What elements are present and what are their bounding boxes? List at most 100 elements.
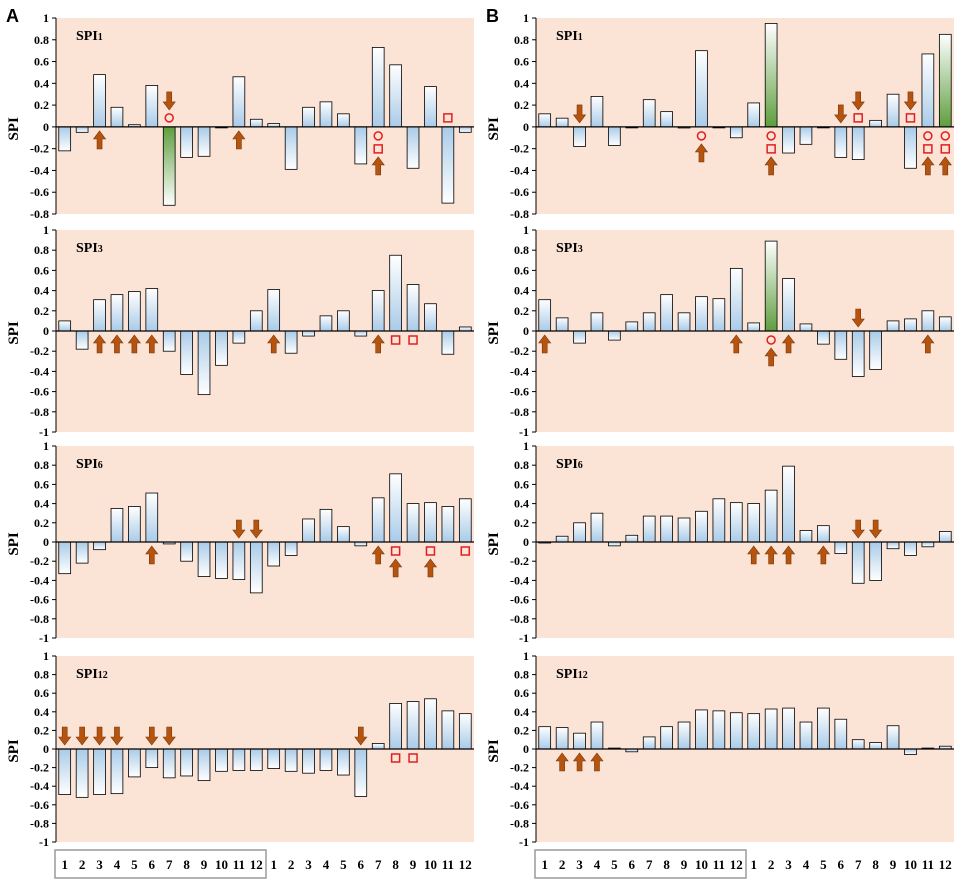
arrow-up-marker <box>127 334 141 354</box>
bar <box>764 489 778 543</box>
y-tick-label: 0.6 <box>514 55 529 69</box>
panel-title-subscript: 12 <box>578 670 588 681</box>
panel-b-spi6: 1 0.8 0.6 0.4 0.2 0 -0.2 -0.4 -0.6 -0.8 -1 SPI SPI6 <box>486 439 954 645</box>
y-tick-label: -0.8 <box>510 612 529 626</box>
y-tick-label: 0.6 <box>34 686 49 700</box>
bar <box>302 748 315 774</box>
panels: 10.80.60.40.20-0.2-0.4-0.6-0.8SPISPI110.… <box>6 11 954 849</box>
bar <box>58 541 72 575</box>
arrow-up-marker <box>921 156 935 176</box>
arrow-up-marker <box>764 545 778 565</box>
y-tick-label: -0.6 <box>30 798 49 812</box>
bar <box>904 318 917 332</box>
bar <box>782 465 795 543</box>
bar <box>782 707 795 750</box>
bar <box>354 126 368 165</box>
arrow-up-marker <box>110 334 124 354</box>
bar <box>267 541 281 567</box>
bar <box>869 330 882 370</box>
bar <box>110 294 124 332</box>
month-label: 4 <box>114 857 121 872</box>
y-tick-label: -0.8 <box>510 207 529 221</box>
bar <box>590 96 604 128</box>
y-tick-label: 0.2 <box>514 304 529 318</box>
y-tick-label: 0.8 <box>34 458 49 472</box>
column-label-b: B <box>486 6 499 26</box>
bar <box>747 503 761 543</box>
circle-marker <box>373 131 383 141</box>
y-tick-label: -0.6 <box>510 185 529 199</box>
y-tick-label: -1 <box>519 631 529 645</box>
month-label: 4 <box>323 857 330 872</box>
bar <box>695 510 708 543</box>
bar <box>747 713 761 750</box>
square-marker <box>443 113 453 123</box>
panel-background <box>56 18 474 214</box>
circle-marker <box>164 113 174 123</box>
bar <box>232 330 246 344</box>
month-label: 3 <box>305 857 312 872</box>
bar <box>337 526 350 543</box>
arrow-down-marker <box>851 308 865 328</box>
bar <box>886 725 900 750</box>
bar <box>284 330 298 354</box>
panel-title: SPI12 <box>76 667 108 682</box>
month-label: 5 <box>611 857 618 872</box>
y-tick-label: 0.8 <box>34 243 49 257</box>
y-tick-label: -1 <box>39 425 49 439</box>
panel-title-subscript: 6 <box>578 460 583 471</box>
circle-marker <box>696 131 707 141</box>
bar <box>817 330 830 345</box>
bar <box>799 126 813 145</box>
y-tick-label: 1 <box>523 439 529 453</box>
bar <box>319 748 333 771</box>
bar <box>851 739 865 750</box>
arrow-down-marker <box>145 726 159 746</box>
arrow-up-marker <box>423 558 438 578</box>
month-label: 8 <box>183 857 190 872</box>
bar <box>371 497 385 543</box>
x-axes: 1 2 3 4 5 6 7 8 9 10 11 12 1 2 3 4 5 6 7 8 9 10 11 12 1 2 3 4 5 6 7 8 9 1… <box>54 849 952 879</box>
y-tick-label: -0.2 <box>30 554 49 568</box>
y-tick-label: -0.4 <box>510 364 529 378</box>
bar <box>110 748 124 795</box>
y-axis-title: SPI <box>6 321 22 345</box>
bar <box>389 64 402 128</box>
y-tick-label: -0.8 <box>30 816 49 830</box>
y-axis-title: SPI <box>6 739 22 763</box>
panel-title-subscript: 12 <box>98 670 108 681</box>
month-label: 12 <box>730 857 743 872</box>
arrow-up-marker <box>145 545 159 565</box>
square-marker <box>425 546 436 556</box>
y-tick-label: -0.4 <box>30 163 49 177</box>
panel-title: SPI1 <box>76 29 103 44</box>
y-tick-label: 0.4 <box>34 497 49 511</box>
bar <box>573 522 586 543</box>
bar <box>162 748 176 779</box>
bar <box>145 85 159 128</box>
bar <box>145 748 159 769</box>
bar <box>886 93 900 128</box>
bar <box>747 102 761 128</box>
bar <box>145 492 159 543</box>
bar <box>371 290 385 332</box>
y-tick-label: 0.2 <box>34 304 49 318</box>
bar <box>834 541 848 554</box>
bar <box>851 330 865 377</box>
month-label: 10 <box>904 857 917 872</box>
bar <box>267 748 281 769</box>
bar <box>424 698 437 750</box>
bar <box>764 23 778 128</box>
bar <box>938 33 952 128</box>
bar <box>869 119 882 128</box>
bar <box>389 254 402 332</box>
bar <box>302 330 315 337</box>
month-label: 7 <box>646 857 653 872</box>
y-tick-label: -0.6 <box>30 593 49 607</box>
bar <box>573 330 586 344</box>
bar <box>921 53 935 128</box>
arrow-up-marker <box>572 752 587 772</box>
bar <box>441 506 455 543</box>
y-tick-label: -0.2 <box>30 761 49 775</box>
month-label: 6 <box>149 857 156 872</box>
